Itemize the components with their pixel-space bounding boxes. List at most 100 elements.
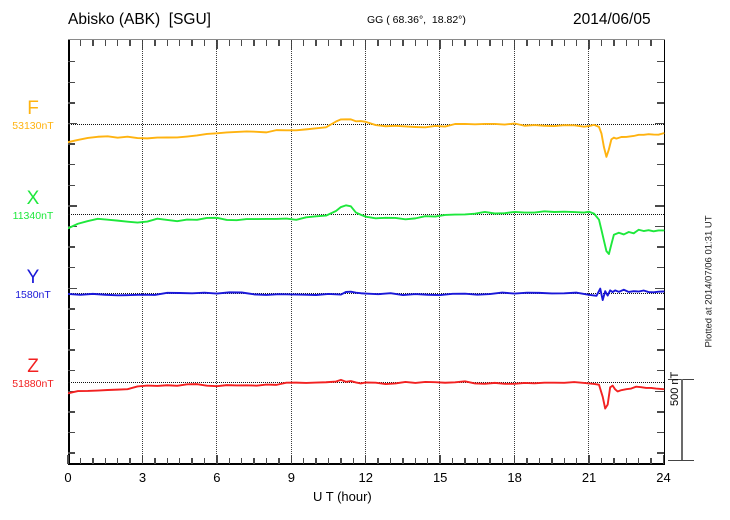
x-tick-label-6: 6 xyxy=(213,470,221,485)
x-tick xyxy=(265,457,268,464)
x-tick xyxy=(625,457,627,464)
component-baseline-Y: 1580nT xyxy=(15,289,51,301)
x-tick-top xyxy=(315,40,317,46)
y-tick-right xyxy=(656,349,664,351)
component-label-Z: Z 51880nT xyxy=(0,357,66,391)
x-tick xyxy=(637,457,640,464)
component-label-X: X 11340nT xyxy=(0,189,66,223)
baseline-F xyxy=(68,124,664,126)
x-tick xyxy=(377,457,379,464)
x-tick-top xyxy=(240,40,243,46)
x-tick xyxy=(551,457,553,464)
x-tick-top xyxy=(352,40,355,46)
x-tick xyxy=(489,457,491,464)
plot-frame-top xyxy=(68,39,665,41)
x-tick-top xyxy=(563,40,565,46)
x-axis-label: U T (hour) xyxy=(313,489,372,504)
y-tick-left xyxy=(68,431,75,434)
y-tick-right xyxy=(654,225,664,228)
x-tick-top xyxy=(228,40,230,46)
x-tick xyxy=(575,457,578,464)
geographic-coordinates: GG ( 68.36°, 18.82°) xyxy=(367,14,466,26)
y-tick-right xyxy=(656,61,664,63)
x-tick-top xyxy=(650,40,652,46)
x-tick-top xyxy=(526,40,528,46)
x-tick-label-12: 12 xyxy=(358,470,373,485)
x-tick-label-21: 21 xyxy=(581,470,597,485)
y-tick-left xyxy=(68,122,77,125)
x-tick-label-0: 0 xyxy=(64,470,72,485)
x-tick xyxy=(427,457,429,464)
x-tick-top xyxy=(253,40,255,46)
x-tick-top xyxy=(551,40,553,46)
y-tick-left xyxy=(68,246,75,248)
x-tick xyxy=(92,457,94,464)
baseline-X xyxy=(68,214,664,216)
x-tick-top xyxy=(340,40,342,46)
x-tick-top xyxy=(129,40,131,46)
x-tick xyxy=(154,457,156,464)
y-tick-left xyxy=(68,61,75,63)
x-tick-top xyxy=(303,40,305,46)
y-tick-left xyxy=(68,370,75,372)
x-tick xyxy=(129,457,131,464)
y-tick-left xyxy=(68,452,75,454)
component-symbol-Z: Z xyxy=(27,356,39,377)
page-title: Abisko (ABK) [SGU] xyxy=(68,11,211,28)
x-tick xyxy=(650,457,652,464)
x-tick xyxy=(278,457,280,464)
component-baseline-F: 53130nT xyxy=(12,120,54,132)
y-tick-right xyxy=(654,390,664,392)
x-tick-top xyxy=(501,40,503,46)
x-tick xyxy=(600,457,603,464)
x-tick xyxy=(315,457,317,464)
x-tick-label-18: 18 xyxy=(507,470,522,485)
component-symbol-Y: Y xyxy=(26,267,40,288)
x-tick xyxy=(662,454,665,464)
scale-bar-bottom-cap xyxy=(668,459,694,462)
x-tick-top xyxy=(451,40,454,46)
y-tick-right xyxy=(656,246,664,248)
y-tick-left xyxy=(68,164,75,166)
y-tick-right xyxy=(654,205,664,207)
y-tick-right xyxy=(656,411,664,413)
x-tick xyxy=(613,457,615,464)
y-tick-left xyxy=(68,411,75,413)
x-tick-top xyxy=(613,40,615,46)
x-tick-top xyxy=(166,40,168,46)
plot-frame-bottom xyxy=(68,463,665,465)
x-tick-top xyxy=(427,40,429,46)
x-tick-label-9: 9 xyxy=(287,470,295,485)
x-tick xyxy=(104,457,106,464)
x-tick xyxy=(116,457,119,464)
gridline-h15 xyxy=(439,40,441,464)
x-tick-top xyxy=(154,40,156,46)
trace-F xyxy=(68,118,665,158)
x-tick-top xyxy=(377,40,379,46)
x-tick xyxy=(191,457,193,464)
gridline-h18 xyxy=(513,40,515,464)
gridline-h3 xyxy=(141,40,143,464)
y-tick-left xyxy=(68,267,75,269)
x-tick-top xyxy=(489,40,491,46)
x-tick-top xyxy=(92,40,94,46)
x-tick-top xyxy=(575,40,578,46)
y-tick-left xyxy=(68,349,75,351)
component-symbol-X: X xyxy=(26,188,40,209)
scale-bar xyxy=(681,379,683,461)
x-tick-top xyxy=(476,40,479,46)
y-tick-right xyxy=(654,287,664,289)
y-tick-left xyxy=(68,184,75,186)
y-tick-right xyxy=(654,122,664,125)
component-symbol-F: F xyxy=(27,98,39,119)
x-tick-top xyxy=(464,40,466,46)
x-tick-top xyxy=(538,40,541,46)
component-label-F: F 53130nT xyxy=(0,99,66,133)
x-tick-top xyxy=(191,40,193,46)
y-tick-right xyxy=(656,81,664,83)
x-tick xyxy=(464,457,466,464)
x-tick xyxy=(389,457,392,464)
x-tick-top xyxy=(600,40,603,46)
x-tick-top xyxy=(414,40,417,46)
